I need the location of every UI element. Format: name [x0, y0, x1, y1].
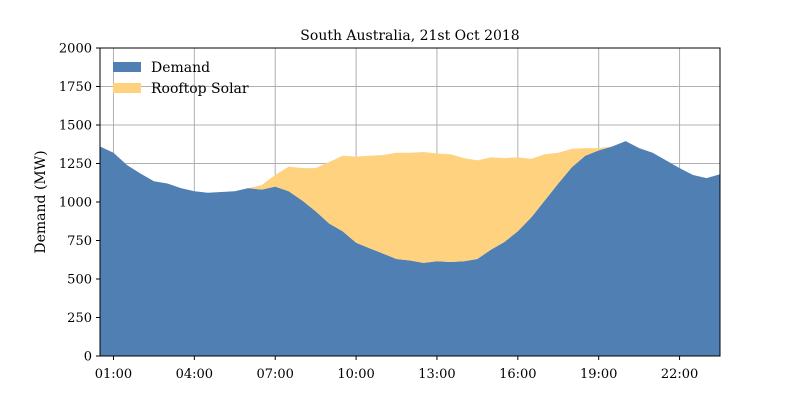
y-tick-label: 500 [67, 273, 92, 288]
x-tick-label: 04:00 [176, 367, 213, 382]
y-axis-label: Demand (MW) [33, 150, 49, 253]
x-tick-label: 22:00 [661, 367, 698, 382]
x-axis: 01:00 04:00 07:00 10:00 13:00 16:00 19:00 22:00 [95, 356, 698, 382]
y-tick-label: 1000 [59, 196, 92, 211]
legend-label-demand: Demand [151, 60, 210, 76]
y-axis: 0 250 500 750 1000 1250 1500 1750 2000 [59, 42, 100, 365]
x-tick-label: 01:00 [95, 367, 132, 382]
x-tick-label: 13:00 [418, 367, 455, 382]
y-tick-label: 1250 [59, 157, 92, 172]
y-tick-label: 1500 [59, 119, 92, 134]
y-tick-label: 1750 [59, 80, 92, 95]
areas [100, 141, 720, 356]
y-tick-label: 0 [84, 350, 92, 365]
legend-swatch-rooftop-solar [113, 83, 141, 93]
area-demand [100, 141, 720, 356]
x-tick-label: 19:00 [580, 367, 617, 382]
legend-label-rooftop-solar: Rooftop Solar [151, 81, 249, 97]
legend-swatch-demand [113, 62, 141, 72]
legend: Demand Rooftop Solar [113, 60, 249, 97]
chart-title: South Australia, 21st Oct 2018 [300, 28, 519, 44]
x-tick-label: 10:00 [337, 367, 374, 382]
area-rooftop-solar [100, 141, 720, 263]
x-tick-label: 07:00 [256, 367, 293, 382]
x-tick-label: 16:00 [499, 367, 536, 382]
y-tick-label: 2000 [59, 42, 92, 57]
y-tick-label: 250 [67, 311, 92, 326]
y-tick-label: 750 [67, 234, 92, 249]
